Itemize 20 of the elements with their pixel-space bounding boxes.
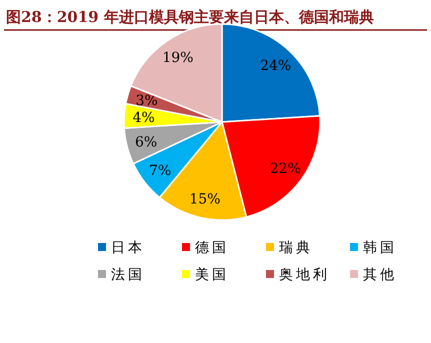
legend-label: 德国 <box>195 240 229 256</box>
data-label: 15% <box>189 192 220 208</box>
pie-slice <box>221 115 321 218</box>
legend-label: 法国 <box>111 267 145 283</box>
data-label: 19% <box>162 50 194 66</box>
data-label: 22% <box>270 161 301 178</box>
data-label: 6% <box>134 134 158 150</box>
pie-slice <box>130 23 223 123</box>
data-label: 24% <box>260 58 292 74</box>
chart-title: 图28：2019 年进口模具钢主要来自日本、德国和瑞典 <box>6 8 374 26</box>
legend-label: 韩国 <box>363 240 397 256</box>
pie-slice <box>221 23 321 123</box>
legend-label: 其他 <box>363 267 397 283</box>
data-label: 7% <box>148 163 172 180</box>
legend-label: 美国 <box>195 267 229 283</box>
data-label: 3% <box>136 93 158 110</box>
legend-label: 奥地利 <box>279 267 330 283</box>
legend-label: 日本 <box>111 240 145 256</box>
data-label: 4% <box>132 110 155 126</box>
legend-label: 瑞典 <box>279 240 313 256</box>
